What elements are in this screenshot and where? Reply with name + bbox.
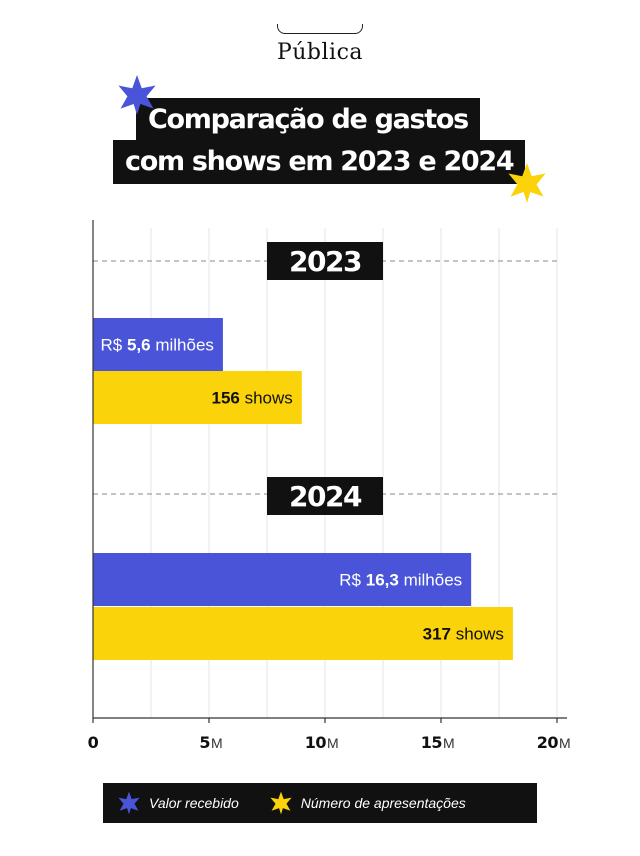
bar-data-label: 317 shows [423,625,504,644]
bar-valor-recebido [93,553,472,606]
x-tick-label: 20 [537,733,559,752]
yellow-star-icon [270,791,292,815]
bar-data-label: 156 shows [212,389,293,408]
group-label-box [267,242,383,280]
x-tick-label: 15 [421,733,443,752]
group-label-box [267,477,383,515]
blue-star-icon [118,791,140,815]
blue-star-icon [118,75,156,115]
bar-data-label: R$ 16,3 milhões [339,571,462,590]
bar-chart: 2023 R$ 5,6 milhões 156 shows 2024 R$ 16,3 m… [88,220,571,752]
legend: Valor recebido Número de apresentações [103,783,537,823]
bar-data-label: R$ 5,6 milhões [100,336,213,355]
x-tick-label: 0 [88,733,99,752]
x-tick-unit: M [327,735,339,751]
x-tick-label: 5 [199,733,210,752]
x-tick-unit: M [443,735,455,751]
bar-numero-apresentacoes [93,607,513,660]
logo-text: Pública [276,40,364,65]
x-tick-label: 10 [305,733,327,752]
title-line-2: com shows em 2023 e 2024 [113,140,526,184]
yellow-star-icon [508,163,546,203]
bar-valor-recebido [93,318,223,371]
legend-label: Valor recebido [149,795,239,811]
group-label-2024: 2024 [289,480,362,513]
legend-item-shows: Número de apresentações [269,791,466,815]
bar-numero-apresentacoes [93,371,302,424]
x-tick-unit: M [559,735,571,751]
legend-label: Número de apresentações [300,795,466,811]
x-tick-unit: M [211,735,223,751]
group-label-2023: 2023 [289,245,361,278]
title-line-1: Comparação de gastos [136,98,480,141]
legend-item-valor: Valor recebido [117,791,239,815]
